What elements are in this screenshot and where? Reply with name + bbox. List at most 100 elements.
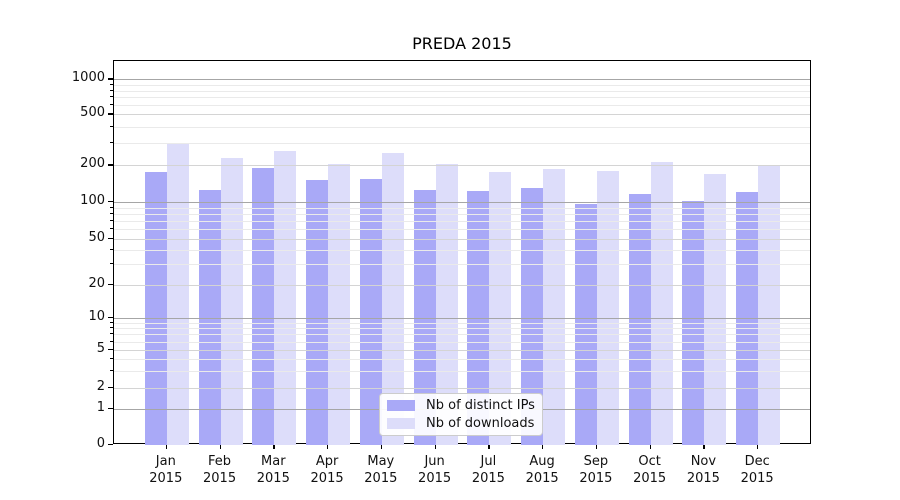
y-tick-label-1: 1 (96, 400, 105, 415)
y-minor-tick-mark-800 (110, 89, 113, 91)
legend-swatch-distinct-ips (387, 400, 415, 411)
y-tick-label-20: 20 (88, 275, 105, 291)
y-minor-tick-mark-6 (110, 340, 113, 342)
bar-mar-downloads (274, 150, 297, 445)
x-tick-label-aug: Aug 2015 (525, 454, 559, 486)
y-minor-tick-mark-8 (110, 327, 113, 329)
x-tick-mark-feb (219, 444, 221, 449)
y-tick-label-0: 0 (96, 436, 105, 451)
gridline-20 (114, 284, 810, 286)
gridline-minor-30 (114, 264, 810, 266)
bar-mar-distinct-ips (252, 168, 275, 445)
gridline-2 (114, 387, 810, 389)
x-tick-mark-jan (165, 444, 168, 449)
x-tick-label-feb: Feb 2015 (203, 454, 237, 486)
y-tick-label-100: 100 (80, 193, 105, 208)
y-minor-tick-mark-500 (110, 113, 113, 115)
bar-dec-downloads (758, 165, 781, 445)
gridline-minor-70 (114, 220, 810, 222)
bar-feb-downloads (220, 157, 243, 445)
gridline-minor-90 (114, 207, 810, 209)
y-minor-tick-mark-700 (110, 96, 113, 98)
y-minor-tick-mark-200 (110, 164, 113, 166)
y-tick-label-5: 5 (96, 341, 105, 356)
y-minor-tick-mark-3 (110, 370, 113, 372)
y-minor-tick-mark-400 (110, 125, 113, 127)
gridline-50 (114, 238, 810, 240)
y-tick-label-50: 50 (88, 229, 105, 245)
x-tick-mark-aug (542, 444, 544, 449)
y-tick-label-500: 500 (80, 105, 105, 121)
y-minor-tick-mark-900 (110, 83, 113, 85)
x-tick-label-sep: Sep 2015 (579, 454, 613, 486)
bar-oct-distinct-ips (628, 193, 651, 445)
gridline-minor-6 (114, 341, 810, 343)
y-minor-tick-mark-60 (110, 228, 113, 230)
y-minor-tick-mark-70 (110, 219, 113, 221)
gridline-minor-4 (114, 359, 810, 361)
gridline-minor-9 (114, 322, 810, 324)
bar-may-downloads (381, 153, 404, 445)
bar-jul-downloads (489, 172, 512, 445)
legend-label-downloads: Nb of downloads (426, 416, 535, 431)
legend-swatch-downloads (387, 418, 415, 429)
y-tick-mark-0 (108, 444, 113, 446)
bar-jun-distinct-ips (413, 190, 436, 445)
gridline-minor-8 (114, 328, 810, 330)
gridline-minor-300 (114, 142, 810, 144)
gridline-minor-60 (114, 229, 810, 231)
y-tick-label-10: 10 (88, 309, 105, 324)
x-tick-label-jan: Jan 2015 (149, 454, 183, 486)
x-tick-label-dec: Dec 2015 (740, 454, 774, 486)
y-tick-mark-100 (108, 201, 113, 203)
y-tick-mark-1 (108, 408, 113, 410)
x-tick-label-nov: Nov 2015 (686, 454, 720, 486)
bar-nov-downloads (704, 173, 727, 445)
x-tick-label-oct: Oct 2015 (633, 454, 667, 486)
y-tick-label-200: 200 (80, 156, 105, 172)
y-minor-tick-mark-80 (110, 212, 113, 214)
x-tick-mark-jun (434, 444, 436, 449)
x-tick-label-jul: Jul 2015 (471, 454, 505, 486)
plot-area (113, 60, 811, 445)
legend-label-distinct-ips: Nb of distinct IPs (426, 398, 535, 413)
bar-feb-distinct-ips (198, 190, 221, 445)
gridline-minor-7 (114, 334, 810, 336)
bar-aug-downloads (543, 169, 566, 445)
gridline-500 (114, 114, 810, 116)
bar-oct-downloads (650, 162, 673, 445)
y-tick-label-2: 2 (96, 378, 105, 394)
bar-sep-downloads (596, 170, 619, 445)
x-tick-label-jun: Jun 2015 (418, 454, 452, 486)
gridline-minor-400 (114, 126, 810, 128)
gridline-minor-40 (114, 249, 810, 251)
x-tick-mark-dec (757, 444, 759, 449)
gridline-minor-600 (114, 105, 810, 107)
bar-apr-distinct-ips (306, 180, 329, 445)
y-minor-tick-mark-30 (110, 263, 113, 265)
chart-title: PREDA 2015 (412, 34, 512, 53)
bar-jan-distinct-ips (144, 172, 167, 445)
x-tick-mark-sep (595, 444, 598, 449)
legend-row-distinct-ips: Nb of distinct IPs (387, 398, 535, 413)
gridline-10 (114, 318, 810, 319)
y-minor-tick-mark-4 (110, 358, 113, 360)
y-minor-tick-mark-7 (110, 333, 113, 335)
x-tick-mark-oct (649, 444, 651, 449)
y-minor-tick-mark-50 (110, 237, 113, 239)
gridline-minor-900 (114, 84, 810, 86)
x-tick-label-apr: Apr 2015 (310, 454, 344, 486)
bar-apr-downloads (328, 164, 351, 445)
bar-aug-distinct-ips (521, 188, 544, 445)
y-minor-tick-mark-600 (110, 104, 113, 106)
y-minor-tick-mark-300 (110, 141, 113, 143)
y-minor-tick-mark-90 (110, 206, 113, 208)
y-tick-label-1000: 1000 (71, 70, 105, 86)
legend: Nb of distinct IPs Nb of downloads (379, 393, 543, 436)
y-minor-tick-mark-5 (110, 349, 113, 350)
bar-jul-distinct-ips (467, 190, 490, 445)
x-tick-mark-may (380, 444, 383, 449)
y-minor-tick-mark-2 (110, 386, 113, 388)
gridline-100 (114, 202, 810, 203)
gridline-minor-700 (114, 97, 810, 99)
